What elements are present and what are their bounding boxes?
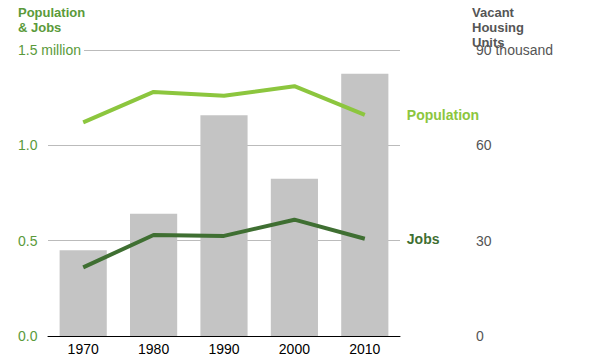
svg-text:Housing: Housing — [472, 20, 528, 35]
svg-text:Jobs: Jobs — [407, 231, 440, 247]
svg-text:1980: 1980 — [138, 341, 169, 357]
svg-text:Population: Population — [407, 107, 479, 123]
svg-text:Population: Population — [18, 5, 89, 20]
svg-text:1.5 million: 1.5 million — [18, 42, 81, 58]
svg-text:1.0: 1.0 — [18, 137, 38, 153]
svg-text:90 thousand: 90 thousand — [476, 42, 553, 58]
svg-text:30: 30 — [476, 233, 492, 249]
svg-text:60: 60 — [476, 137, 492, 153]
svg-text:1990: 1990 — [208, 341, 239, 357]
svg-text:2010: 2010 — [349, 341, 380, 357]
svg-text:Vacant: Vacant — [472, 5, 518, 20]
svg-text:0: 0 — [476, 328, 484, 344]
svg-text:& Jobs: & Jobs — [18, 20, 61, 35]
svg-text:2000: 2000 — [279, 341, 310, 357]
svg-text:0.0: 0.0 — [18, 328, 38, 344]
svg-text:0.5: 0.5 — [18, 233, 38, 249]
svg-text:1970: 1970 — [68, 341, 99, 357]
